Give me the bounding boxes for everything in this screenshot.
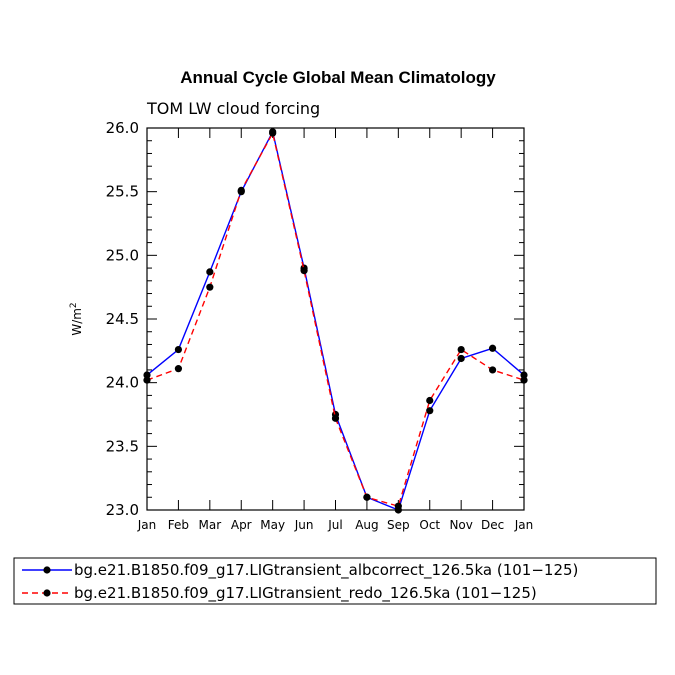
chart-subtitle: TOM LW cloud forcing bbox=[146, 99, 320, 118]
series-2-point bbox=[394, 502, 402, 510]
axes bbox=[146, 127, 525, 511]
y-axis-label-text: W/m bbox=[70, 308, 84, 336]
series-2-point bbox=[363, 493, 371, 501]
series-1-point bbox=[206, 268, 214, 276]
series-1-point bbox=[488, 344, 497, 352]
series-1-point bbox=[520, 371, 528, 379]
x-tick-label: Oct bbox=[419, 518, 440, 532]
series-1-point bbox=[143, 371, 151, 379]
legend: bg.e21.B1850.f09_g17.LIGtransient_albcor… bbox=[13, 557, 657, 605]
series-layer bbox=[143, 128, 528, 514]
series-line-1 bbox=[146, 129, 525, 511]
legend-marker-2 bbox=[43, 589, 51, 597]
plot-frame bbox=[146, 127, 525, 511]
chart-title: Annual Cycle Global Mean Climatology bbox=[180, 68, 496, 87]
series-2-point bbox=[426, 396, 434, 405]
x-tick-label: Jan bbox=[137, 518, 157, 532]
y-tick-label: 26.0 bbox=[106, 119, 139, 137]
x-tick-label: Mar bbox=[199, 518, 222, 532]
series-1-point bbox=[174, 345, 183, 354]
x-tick-label: Sep bbox=[387, 518, 410, 532]
y-tick-label: 24.5 bbox=[106, 310, 139, 328]
legend-marker-1 bbox=[43, 566, 51, 574]
x-tick-label: Nov bbox=[449, 518, 472, 532]
series-2-point bbox=[520, 376, 528, 384]
x-tick-label: Jan bbox=[514, 518, 534, 532]
x-tick-label: Apr bbox=[231, 518, 252, 532]
x-tick-label: Jul bbox=[327, 518, 342, 532]
y-tick-label: 25.5 bbox=[106, 183, 139, 201]
series-2-point bbox=[206, 283, 214, 291]
legend-label-1: bg.e21.B1850.f09_g17.LIGtransient_albcor… bbox=[74, 561, 578, 580]
x-tick-label: Dec bbox=[481, 518, 504, 532]
series-line-2 bbox=[146, 131, 525, 508]
tick-layer: 23.0 23.5 24.0 24.5 25.0 25.5 26.0 Jan Feb Mar Apr… bbox=[106, 119, 534, 532]
legend-items: bg.e21.B1850.f09_g17.LIGtransient_albcor… bbox=[22, 561, 578, 603]
x-tick-label: Aug bbox=[355, 518, 378, 532]
series-1-point bbox=[426, 407, 434, 415]
series-2-point bbox=[457, 345, 465, 354]
y-tick-label: 25.0 bbox=[106, 246, 139, 264]
x-tick-label: May bbox=[260, 518, 285, 532]
series-2-point bbox=[143, 376, 151, 384]
series-1-point bbox=[457, 354, 465, 363]
y-axis-label-superscript: 2 bbox=[69, 302, 79, 308]
series-2-point bbox=[174, 365, 183, 373]
x-tick-label: Jun bbox=[294, 518, 314, 532]
x-tick-label: Feb bbox=[168, 518, 189, 532]
series-2-point bbox=[300, 267, 308, 275]
y-tick-label: 23.5 bbox=[106, 437, 139, 455]
series-2-point bbox=[269, 129, 277, 137]
series-2-point bbox=[331, 414, 340, 422]
y-tick-label: 24.0 bbox=[106, 374, 139, 392]
y-tick-label: 23.0 bbox=[106, 501, 139, 519]
series-2-point bbox=[237, 186, 245, 194]
series-2-point bbox=[488, 366, 497, 374]
legend-label-2: bg.e21.B1850.f09_g17.LIGtransient_redo_1… bbox=[74, 584, 537, 603]
y-axis-label: W/m2 bbox=[69, 302, 84, 335]
legend-frame bbox=[13, 557, 657, 605]
